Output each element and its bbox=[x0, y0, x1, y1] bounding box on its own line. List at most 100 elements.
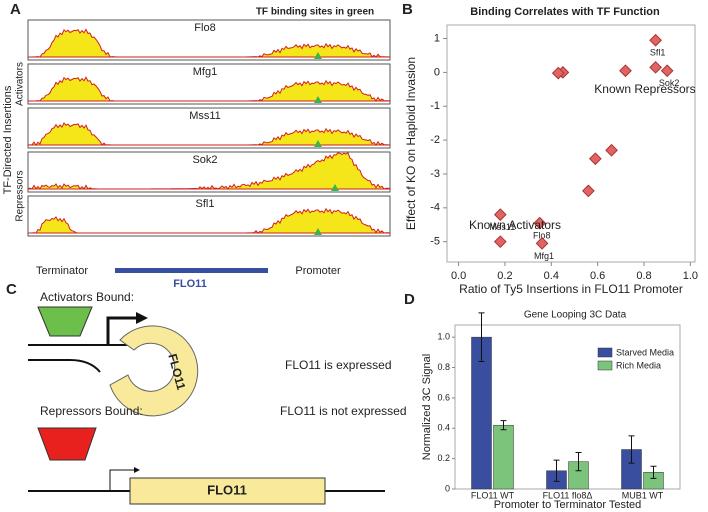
group-label: TF-Directed Insertions bbox=[2, 85, 14, 194]
group-name: Repressors bbox=[15, 170, 26, 221]
y-tick-label: 0.8 bbox=[437, 362, 450, 372]
error-bar bbox=[553, 459, 560, 482]
point bbox=[588, 152, 602, 166]
insertion-profile bbox=[28, 28, 391, 58]
terminator-label: Terminator bbox=[36, 265, 88, 277]
y-tick-label: -5 bbox=[430, 236, 440, 248]
repressor-shape bbox=[37, 427, 97, 461]
point bbox=[535, 237, 549, 250]
error-bar bbox=[500, 420, 507, 431]
gene-label: FLO11 bbox=[173, 278, 207, 290]
point bbox=[493, 208, 507, 221]
chart-title: Gene Looping 3C Data bbox=[524, 310, 627, 321]
y-tick-label: -1 bbox=[430, 100, 440, 112]
y-axis-label: Effect of KO on Haploid Invasion bbox=[404, 57, 418, 230]
legend-swatch bbox=[597, 347, 613, 358]
legend-label: Starved Media bbox=[616, 347, 674, 357]
repressors-label: Repressors Bound: bbox=[40, 404, 143, 418]
y-tick-label: 0 bbox=[445, 483, 450, 493]
arrow bbox=[106, 316, 136, 345]
activators-label: Activators Bound: bbox=[40, 290, 134, 304]
dna bbox=[28, 359, 101, 373]
insertion-profile bbox=[27, 122, 391, 146]
y-axis-label: Normalized 3C Signal bbox=[421, 354, 433, 460]
y-tick-label: 0 bbox=[434, 66, 440, 78]
y-tick-label: 1.0 bbox=[437, 332, 450, 342]
not-expressed-label: FLO11 is not expressed bbox=[280, 404, 407, 418]
arrow-head bbox=[136, 312, 148, 324]
track-label: Flo8 bbox=[194, 22, 215, 34]
x-tick-label: 0.2 bbox=[497, 270, 512, 282]
y-tick-label: 1 bbox=[434, 32, 440, 44]
binding-site bbox=[331, 184, 339, 191]
track-label: Mfg1 bbox=[193, 66, 217, 78]
error-bar bbox=[478, 312, 485, 362]
x-axis-label: Ratio of Ty5 Insertions in FLO11 Promote… bbox=[459, 282, 683, 296]
arrow bbox=[109, 469, 136, 490]
gene-loop bbox=[109, 325, 199, 417]
y-tick-label: 0.6 bbox=[437, 392, 450, 402]
panel-a-title: TF binding sites in green bbox=[256, 7, 374, 18]
binding-site bbox=[314, 140, 322, 147]
point bbox=[660, 64, 674, 78]
gene-box-label: FLO11 bbox=[207, 482, 247, 497]
point-label: Sok2 bbox=[659, 78, 680, 88]
track-label: Sfl1 bbox=[196, 198, 215, 210]
tracks: Flo8 Mfg1 Mss11 Sok2 Sfl1 bbox=[27, 19, 391, 237]
binding-site bbox=[314, 52, 322, 59]
legend-swatch bbox=[597, 360, 613, 371]
promoter-label: Promoter bbox=[295, 265, 341, 277]
x-axis-label: Promoter to Terminator Tested bbox=[494, 499, 642, 511]
point bbox=[551, 66, 565, 80]
insertion-profile bbox=[27, 152, 391, 190]
annotation: Known Repressors bbox=[594, 82, 695, 96]
y-tick-label: 0.4 bbox=[437, 423, 450, 433]
insertion-profile bbox=[28, 207, 391, 234]
error-bar bbox=[650, 465, 657, 479]
error-bar bbox=[575, 452, 582, 472]
point bbox=[493, 235, 507, 249]
gene-bar bbox=[115, 268, 268, 273]
annotation: Known Activators bbox=[469, 218, 561, 232]
expressed-label: FLO11 is expressed bbox=[285, 358, 392, 372]
group-name: Activators bbox=[15, 62, 26, 106]
bar bbox=[493, 424, 514, 490]
y-tick-label: -2 bbox=[430, 134, 440, 146]
point-label: Sfl1 bbox=[650, 48, 666, 58]
binding-site bbox=[314, 228, 322, 235]
x-tick-label: FLO11 WT bbox=[471, 490, 515, 500]
point bbox=[582, 184, 595, 198]
panel-label: A bbox=[10, 1, 21, 18]
x-tick-label: 0.0 bbox=[451, 270, 466, 282]
panel-label: D bbox=[404, 291, 415, 308]
binding-site bbox=[314, 96, 322, 103]
x-tick-label: 0.6 bbox=[590, 270, 605, 282]
activator-shape bbox=[37, 306, 93, 337]
legend-label: Rich Media bbox=[616, 360, 661, 370]
y-tick-label: -3 bbox=[430, 168, 440, 180]
point bbox=[619, 64, 632, 78]
arrow-head bbox=[134, 467, 140, 473]
y-tick-label: -4 bbox=[430, 202, 440, 214]
point-label: Flo8 bbox=[533, 230, 551, 240]
insertion-profile bbox=[28, 76, 391, 102]
x-tick-label: 0.8 bbox=[636, 270, 651, 282]
panel-label: B bbox=[402, 1, 413, 18]
x-tick-label: FLO11 flo8Δ bbox=[543, 490, 593, 500]
track-label: Sok2 bbox=[192, 154, 217, 166]
error-bar bbox=[628, 435, 635, 464]
y-tick-label: 0.2 bbox=[437, 453, 450, 463]
panel-label: C bbox=[6, 281, 17, 298]
gene-box bbox=[129, 477, 326, 505]
point bbox=[649, 60, 662, 74]
x-tick-label: 1.0 bbox=[683, 270, 698, 282]
chart-title: Binding Correlates with TF Function bbox=[470, 6, 660, 18]
x-tick-label: 0.4 bbox=[544, 270, 559, 282]
point bbox=[533, 216, 547, 230]
plot-area bbox=[454, 324, 681, 490]
point-label: Mss11 bbox=[489, 222, 515, 232]
x-tick-label: MUB1 WT bbox=[622, 490, 664, 500]
track-label: Mss11 bbox=[189, 110, 221, 122]
point-label: Mfg1 bbox=[534, 251, 554, 261]
